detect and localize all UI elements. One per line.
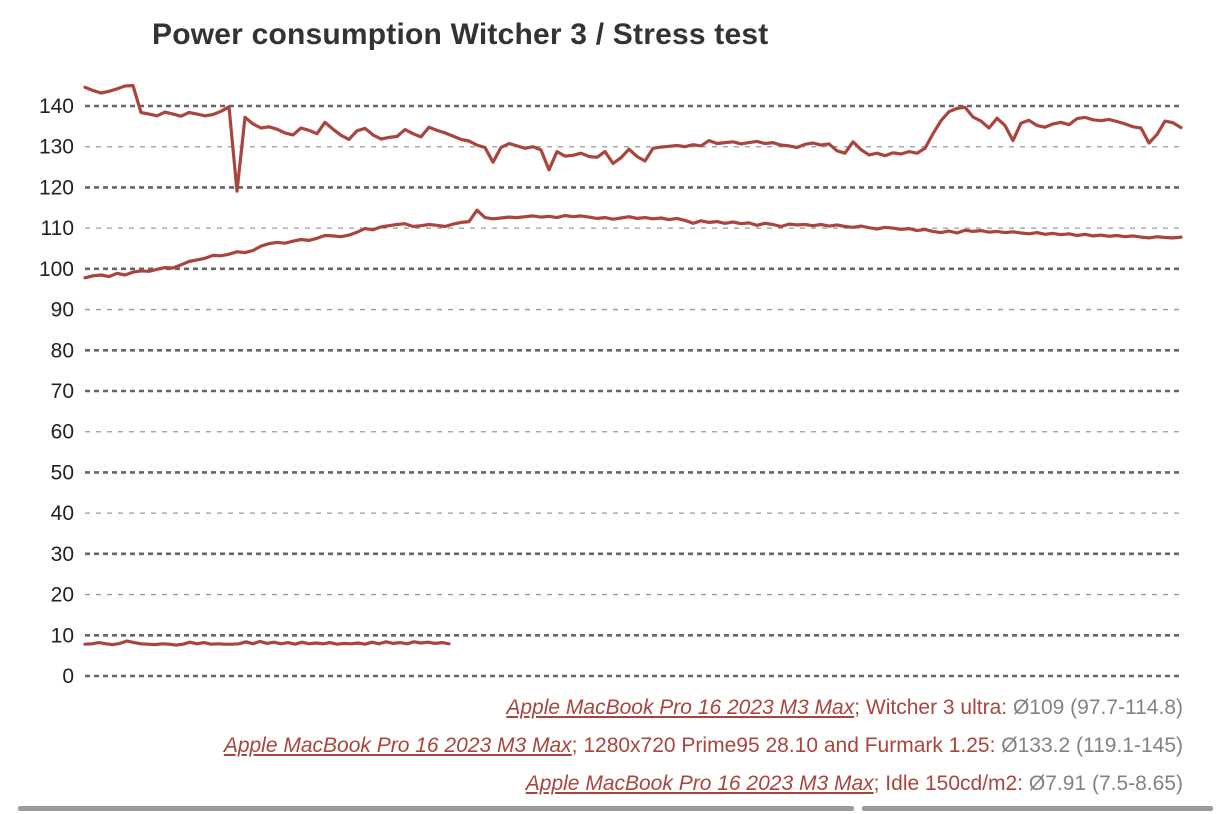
legend-device-link[interactable]: Apple MacBook Pro 16 2023 M3 Max [223,734,572,757]
chart-title: Power consumption Witcher 3 / Stress tes… [152,18,769,51]
y-tick-label-80: 80 [51,339,74,362]
legend-series-label: ; 1280x720 Prime95 28.10 and Furmark 1.2… [571,734,1002,757]
y-tick-label-20: 20 [51,584,74,607]
y-tick-label-30: 30 [51,543,74,566]
y-tick-label-140: 140 [39,95,74,118]
y-tick-label-60: 60 [51,421,74,444]
legend-row-idle: Apple MacBook Pro 16 2023 M3 Max; Idle 1… [224,769,1183,807]
y-tick-label-130: 130 [39,136,74,159]
y-tick-label-50: 50 [51,461,74,484]
y-tick-label-40: 40 [51,502,74,525]
legend-series-label: ; Idle 150cd/m2: [873,772,1029,795]
series-line-idle [83,639,451,647]
series-line-witcher [83,208,1183,280]
y-tick-label-120: 120 [39,176,74,199]
table-divider-right [862,806,1213,811]
y-tick-label-70: 70 [51,380,74,403]
y-tick-label-100: 100 [39,258,74,281]
legend-series-value: Ø7.91 (7.5-8.65) [1028,772,1183,795]
y-tick-label-90: 90 [51,299,74,322]
y-tick-label-10: 10 [51,624,74,647]
legend-row-witcher: Apple MacBook Pro 16 2023 M3 Max; Witche… [224,693,1183,731]
y-tick-label-0: 0 [62,665,74,688]
legend-row-stress: Apple MacBook Pro 16 2023 M3 Max; 1280x7… [224,731,1183,769]
series-line-stress [83,83,1183,193]
legend-device-link[interactable]: Apple MacBook Pro 16 2023 M3 Max [506,696,855,719]
legend-series-value: Ø133.2 (119.1-145) [1001,734,1183,757]
legend: Apple MacBook Pro 16 2023 M3 Max; Witche… [224,693,1183,807]
legend-device-link[interactable]: Apple MacBook Pro 16 2023 M3 Max [525,772,874,795]
legend-series-value: Ø109 (97.7-114.8) [1012,696,1183,719]
y-tick-label-110: 110 [41,217,74,240]
legend-series-label: ; Witcher 3 ultra: [854,696,1013,719]
table-divider-left [18,806,854,811]
